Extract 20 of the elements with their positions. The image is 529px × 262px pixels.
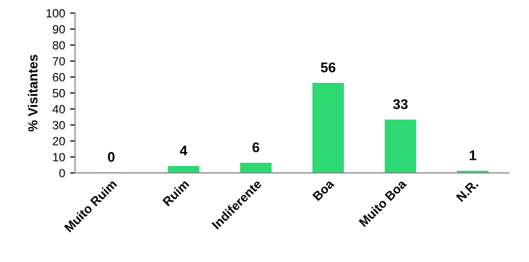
- y-tick-label: 90: [52, 25, 65, 34]
- y-tick-label: 50: [52, 89, 65, 98]
- y-tick-label: 10: [53, 152, 65, 162]
- data-label: 1: [470, 150, 476, 160]
- y-tick-label: 80: [52, 41, 65, 50]
- data-label: 0: [108, 152, 115, 162]
- x-tick-label: N.R.: [456, 179, 479, 202]
- y-tick-label: 0: [59, 168, 65, 178]
- y-tick-label: 40: [52, 105, 65, 114]
- y-tick-label: 20: [52, 136, 65, 146]
- data-label: 4: [180, 146, 188, 156]
- data-label: 56: [320, 62, 336, 72]
- y-axis-title: % Visitantes: [28, 54, 38, 132]
- y-tick-label: 60: [52, 73, 65, 82]
- y-tick-label: 70: [52, 57, 65, 66]
- y-tick-label: 100: [46, 9, 65, 18]
- data-label: 33: [393, 99, 408, 110]
- data-label: 6: [252, 142, 260, 152]
- y-tick-label: 30: [52, 121, 65, 130]
- x-tick-label: Boa: [312, 178, 335, 202]
